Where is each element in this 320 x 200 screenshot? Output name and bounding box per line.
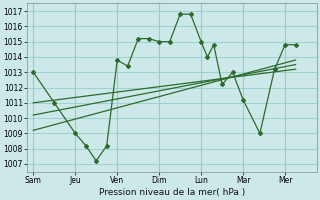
X-axis label: Pression niveau de la mer( hPa ): Pression niveau de la mer( hPa ) (99, 188, 245, 197)
